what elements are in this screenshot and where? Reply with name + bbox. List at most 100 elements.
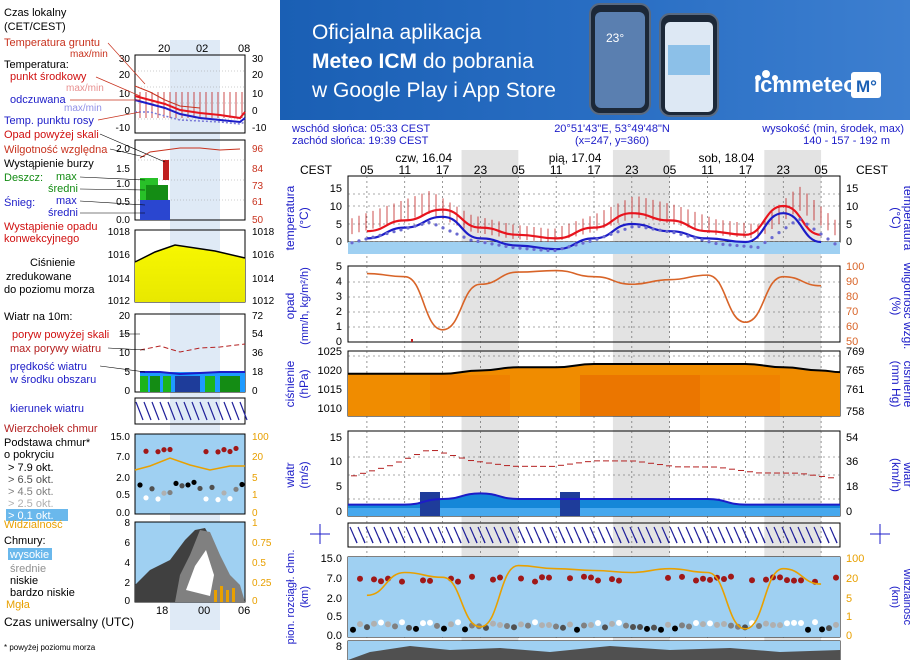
legend-temp-tick: 10 [119, 89, 131, 100]
wind-tick: 5 [336, 481, 342, 493]
wind-kmh-tick: 54 [846, 432, 858, 444]
hour-label: 11 [399, 163, 412, 177]
cloud-top-dot [357, 575, 363, 582]
cloud-top-dot [518, 575, 524, 582]
dew-point-dot [707, 240, 711, 244]
hour-label: 17 [587, 163, 601, 177]
cloud-top-dot [777, 574, 783, 581]
legend-cloud-dot [161, 490, 167, 496]
legend-wind-tick: 20 [119, 311, 131, 322]
wind-arrow-icon [661, 526, 670, 544]
dew-point-dot [490, 242, 494, 246]
legend-cloud-top-dot [155, 449, 161, 455]
cloud-top-dot [749, 577, 755, 584]
dew-point-dot [742, 244, 746, 248]
meteogram-legend: Czas lokalny (CET/CEST) 20 02 08 30 20 1… [4, 7, 275, 652]
cloud-base-dot [490, 620, 496, 627]
dew-point-dot [630, 225, 634, 229]
press-axis-label: ciśnienie [283, 360, 297, 407]
hum-tick: 90 [846, 276, 858, 288]
day-label: czw, 16.04 [395, 151, 452, 165]
wind-arrow-icon [175, 401, 184, 421]
cloud-base-dot [455, 619, 461, 626]
hour-label: 05 [360, 163, 374, 177]
cloud-base-dot [833, 621, 839, 628]
cloud-base-dot [686, 623, 692, 630]
temp-tick-right: 15 [846, 183, 858, 195]
pressure-shade [700, 375, 780, 416]
wind-arrow-icon [821, 526, 830, 544]
dew-point-dot [364, 237, 368, 241]
wind-arrow-icon [493, 526, 502, 544]
humidity-line [366, 269, 822, 331]
feels-like-line [366, 212, 822, 251]
hum-axis-unit: (%) [889, 297, 903, 316]
cloud-base-dot [721, 620, 727, 627]
hum-tick: 80 [846, 291, 858, 303]
cloud-base-dot [777, 622, 783, 629]
wind-area-strong [560, 492, 580, 516]
vis-tick: 5 [846, 593, 852, 605]
cloud-base-dot [693, 619, 699, 626]
cloud-base-dot [595, 620, 601, 627]
temp-axis-unit-right: (°C) [889, 207, 903, 228]
cloud-base-dot [448, 621, 454, 628]
wind-arrow-icon [797, 526, 806, 544]
app-banner[interactable]: Oficjalna aplikacja Meteo ICM do pobrani… [280, 0, 910, 120]
banner-line2-bold: Meteo ICM [312, 50, 417, 73]
wind-arrow-icon [549, 526, 558, 544]
legend-cl-tick: 6 [124, 538, 130, 549]
wind-arrow-icon [613, 526, 622, 544]
legend-precip-tick: 0.5 [116, 197, 130, 208]
legend-rain-mid: średni [48, 183, 78, 195]
cloud-base-dot [399, 619, 405, 626]
dew-point-dot [567, 245, 571, 249]
cloud-top-dot [595, 577, 601, 584]
dew-point-dot [609, 232, 613, 236]
legend-hum-tick: 61 [252, 197, 264, 208]
precip-tick: 2 [336, 306, 342, 318]
dew-point-dot [644, 226, 648, 230]
legend-cloud-top-dot [227, 448, 233, 455]
legend-wind-speed2: w środku obszaru [9, 374, 96, 386]
dew-point-dot [532, 247, 536, 251]
legend-dew: Temp. punktu rosy [4, 115, 94, 127]
dew-point-dot [539, 248, 543, 252]
meteogram-main: wschód słońca: 05:33 CEST zachód słońca:… [283, 123, 910, 660]
cloud-top-dot [665, 574, 671, 581]
wind-arrow-icon [207, 401, 216, 421]
wind-arrow-icon [589, 526, 598, 544]
dew-point-dot [651, 227, 655, 231]
cloud-base-dot [637, 623, 643, 630]
legend-press-tick: 1016 [108, 250, 131, 261]
legend-pressure3: do poziomu morza [4, 284, 95, 296]
wind-arrow-icon [773, 526, 782, 544]
dew-point-dot [399, 228, 403, 232]
dew-point-dot [714, 241, 718, 246]
visibility-line [366, 564, 822, 630]
legend-wind-kmh-tick: 72 [252, 311, 264, 322]
legend-cloud-dot [137, 482, 143, 488]
legend-cl-right-tick: 0.75 [252, 538, 272, 549]
hum-axis-label: wilgotność wzgl. [901, 262, 910, 350]
legend-temp-tick-right: 30 [252, 54, 264, 65]
cest-label-left: CEST [300, 163, 333, 177]
legend-temp-tick-right: 10 [252, 89, 264, 100]
wind-arrow-icon [469, 526, 478, 544]
precip-tick: 3 [336, 291, 342, 303]
wind-arrow-icon [437, 526, 446, 544]
cloud-top-dot [679, 573, 685, 580]
dew-point-dot [441, 226, 445, 230]
wind-arrow-icon [517, 526, 526, 544]
legend-press-tick-right: 1016 [252, 250, 275, 261]
wind-arrow-icon [669, 526, 678, 544]
hour-label: 05 [814, 163, 828, 177]
cb-tick: 0.0 [327, 630, 342, 642]
cloud-top-dot [427, 577, 433, 584]
dew-point-dot [525, 247, 529, 251]
hum-tick: 70 [846, 306, 858, 318]
vis-tick: 1 [846, 611, 852, 623]
wind-arrow-icon [389, 526, 398, 544]
cloud-base-dot [357, 621, 363, 628]
wind-axis-unit-right: (km/h) [889, 458, 903, 492]
